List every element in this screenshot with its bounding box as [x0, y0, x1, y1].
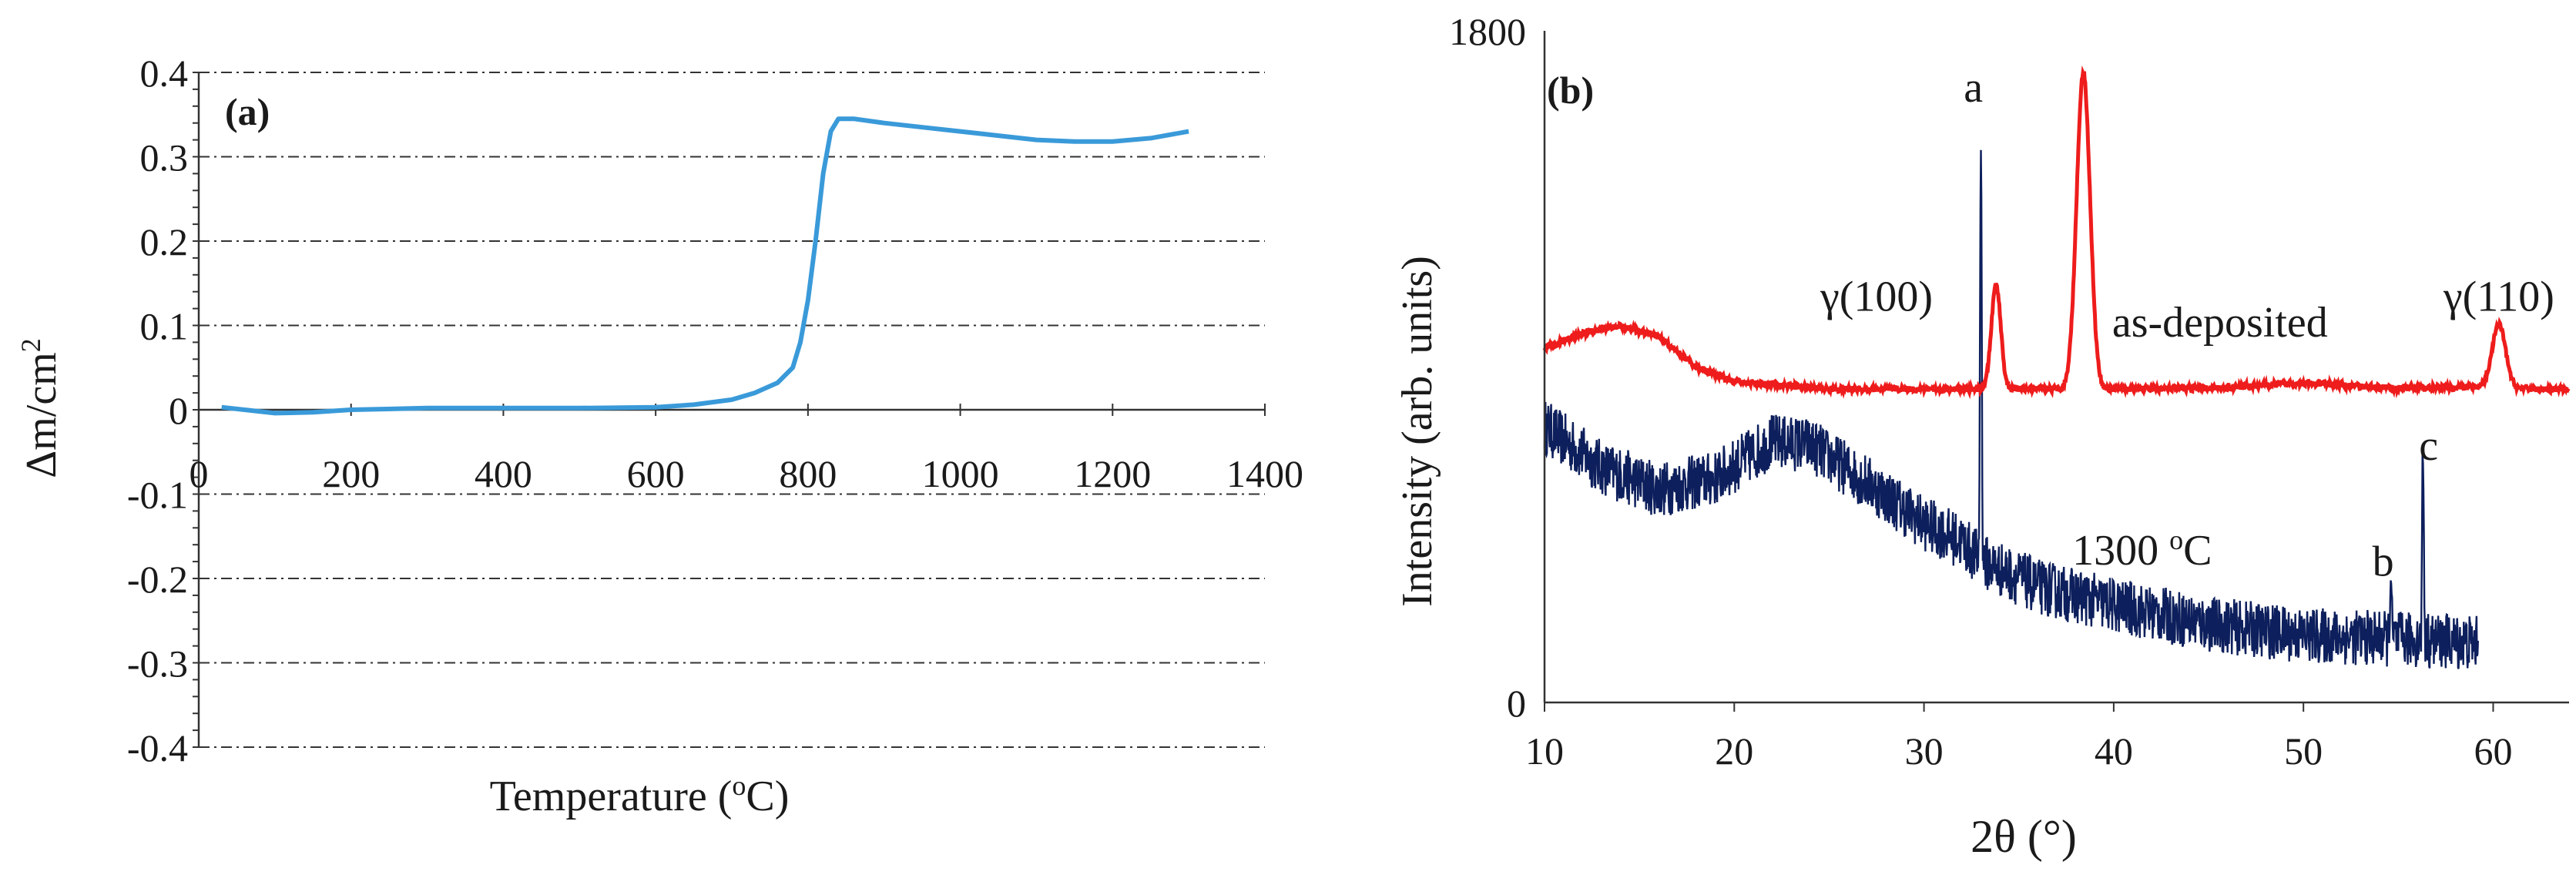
panel-b-series-as-deposited: [1542, 65, 2571, 400]
panel-a-x-tick-label: 600: [627, 452, 685, 495]
panel-b-x-tick-label: 30: [1905, 729, 1944, 773]
panel-a-y-tick-label: 0: [169, 389, 188, 432]
panel-b-x-tick-label: 10: [1525, 729, 1564, 773]
panel-b-annotation: as-deposited: [2112, 299, 2328, 347]
panel-b-tick-labels: 10 20 30 40 50 60 1800 0: [1449, 10, 2512, 773]
panel-b-chart: 10 20 30 40 50 60 1800 0 a b c γ(100) γ(110) as-depo…: [1394, 10, 2571, 862]
panel-b-annotations: a b c γ(100) γ(110) as-deposited 1300 oC: [1820, 64, 2554, 585]
panel-b-y-tick-label: 1800: [1449, 10, 1526, 53]
panel-a-ylabel: Δm/cm2: [15, 338, 65, 478]
panel-a-y-tick-label: 0.1: [140, 305, 189, 348]
panel-b-label: (b): [1547, 69, 1594, 112]
panel-a-series-line: [221, 116, 1189, 416]
panel-a-tick-labels: 0.40.30.20.10-0.1-0.2-0.3-0.40 200 400 600 8…: [127, 52, 1303, 769]
panel-a-y-tick-label: -0.4: [127, 726, 188, 769]
panel-a-xlabel: Temperature (oC): [490, 770, 790, 820]
panel-a-x-tick-label: 0: [190, 452, 209, 495]
panel-a-y-tick-label: -0.2: [127, 558, 188, 601]
panel-b-annotation: γ(100): [1820, 273, 1933, 320]
panel-a-x-tick-label: 400: [475, 452, 532, 495]
panel-b-series: [1542, 65, 2571, 669]
panel-b-annotation: 1300 oC: [2072, 525, 2212, 575]
panel-a-x-tick-label: 1400: [1226, 452, 1303, 495]
panel-b-series-1300C: [1543, 149, 2479, 669]
panel-a-x-tick-label: 1000: [922, 452, 999, 495]
panel-a-x-tick-label: 1200: [1074, 452, 1151, 495]
panel-a-y-tick-label: -0.1: [127, 474, 188, 517]
panel-a-chart: 0.40.30.20.10-0.1-0.2-0.3-0.40 200 400 600 8…: [15, 52, 1303, 820]
panel-b-annotation: b: [2373, 538, 2394, 585]
panel-b-x-tick-label: 50: [2284, 729, 2323, 773]
panel-b-annotation: γ(110): [2443, 273, 2554, 320]
panel-b-x-tick-label: 20: [1715, 729, 1753, 773]
panel-a-series: [221, 116, 1189, 416]
panel-a-gridlines: [199, 72, 1265, 748]
panel-a-x-tick-label: 200: [322, 452, 380, 495]
panel-b-x-tick-label: 60: [2474, 729, 2512, 773]
panel-b-annotation: a: [1964, 64, 1983, 112]
panel-a-y-tick-label: 0.2: [140, 220, 189, 263]
panel-b-annotation: c: [2419, 422, 2438, 470]
panel-b-ylabel: Intensity (arb. units): [1394, 256, 1441, 607]
panel-b-axes: [1543, 31, 2569, 712]
panel-a-label: (a): [225, 90, 270, 133]
panel-b-x-tick-label: 40: [2095, 729, 2133, 773]
panel-a-x-tick-label: 800: [779, 452, 837, 495]
panel-a-y-tick-label: -0.3: [127, 642, 188, 686]
panel-a-label-backdrop: [217, 85, 348, 139]
panel-b-y-tick-label: 0: [1507, 682, 1526, 725]
panel-b-xlabel: 2θ (°): [1971, 811, 2077, 862]
panel-a-y-tick-label: 0.3: [140, 136, 189, 179]
panel-a-y-tick-label: 0.4: [140, 52, 189, 95]
